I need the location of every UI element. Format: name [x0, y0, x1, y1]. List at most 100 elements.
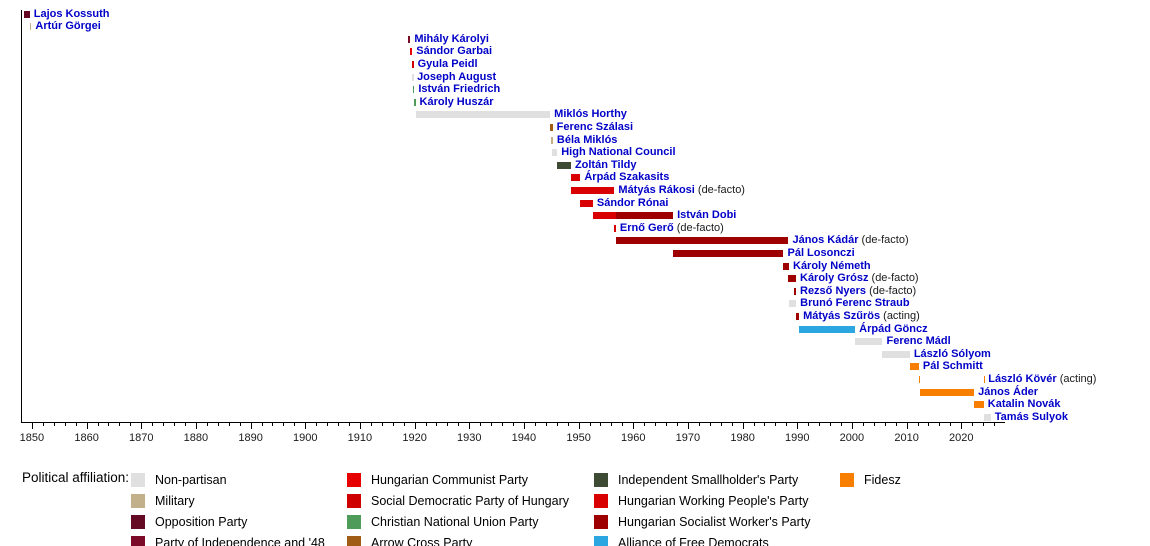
- axis-minor-tick: [939, 422, 941, 426]
- person-name[interactable]: Ernő Gerő: [619, 221, 674, 234]
- timeline-bar: [855, 338, 883, 346]
- person-name[interactable]: János Kádár: [792, 234, 859, 247]
- axis-minor-tick: [862, 422, 864, 426]
- timeline-bar: [983, 375, 986, 383]
- legend-swatch-communist: [347, 473, 361, 487]
- person-name[interactable]: Károly Grósz: [800, 272, 869, 285]
- axis-major-tick: [851, 422, 853, 429]
- axis-minor-tick: [677, 422, 678, 426]
- axis-minor-tick: [370, 422, 372, 426]
- axis-minor-tick: [666, 422, 668, 426]
- legend-label-socialist_workers: Hungarian Socialist Worker's Party: [618, 515, 811, 529]
- axis-minor-tick: [349, 422, 350, 426]
- legend: Political affiliation: Non-partisan Milit…: [0, 446, 1150, 546]
- axis-minor-tick: [327, 422, 329, 426]
- person-name[interactable]: Tamás Sulyok: [994, 410, 1068, 423]
- person-label: Tamás Sulyok: [995, 411, 1068, 424]
- person-name[interactable]: Mátyás Szűrös: [803, 309, 881, 322]
- person-name[interactable]: Gyula Peidl: [417, 57, 478, 70]
- person-name[interactable]: János Áder: [978, 385, 1039, 398]
- axis-minor-tick: [75, 422, 77, 426]
- timeline-bar: [412, 60, 414, 68]
- timeline-bar: [551, 149, 558, 157]
- legend-swatch-socdem: [347, 494, 361, 508]
- axis-major-tick: [250, 422, 252, 429]
- axis-minor-tick: [928, 422, 930, 426]
- timeline-bar: [570, 174, 581, 182]
- legend-swatch-free_democrats: [594, 536, 608, 546]
- person-name[interactable]: Pál Schmitt: [922, 360, 983, 373]
- axis-minor-tick: [163, 422, 165, 426]
- person-name[interactable]: Brunó Ferenc Straub: [800, 297, 910, 310]
- axis-minor-tick: [775, 422, 777, 426]
- axis-minor-tick: [589, 422, 591, 426]
- person-name[interactable]: István Dobi: [677, 209, 737, 222]
- axis-minor-tick: [830, 422, 832, 426]
- person-name[interactable]: Rezső Nyers: [800, 284, 867, 297]
- person-name[interactable]: Zoltán Tildy: [574, 158, 637, 171]
- person-label: Mihály Károlyi: [414, 33, 489, 46]
- legend-swatch-christian_national: [347, 515, 361, 529]
- legend-swatch-socialist_workers: [594, 515, 608, 529]
- person-label: Artúr Görgei: [35, 20, 100, 33]
- person-name[interactable]: Árpád Göncz: [859, 322, 928, 335]
- person-name[interactable]: László Kövér: [988, 372, 1057, 385]
- axis-major-tick: [31, 422, 33, 429]
- person-name[interactable]: Lajos Kossuth: [33, 7, 110, 20]
- person-name[interactable]: Katalin Novák: [987, 398, 1061, 411]
- person-label: High National Council: [561, 146, 675, 159]
- axis-minor-tick: [884, 422, 886, 426]
- axis-minor-tick: [808, 422, 810, 426]
- person-name[interactable]: Pál Losonczi: [787, 246, 855, 259]
- person-name[interactable]: Miklós Horthy: [554, 108, 627, 121]
- person-label: István Dobi: [677, 209, 736, 222]
- person-name[interactable]: László Sólyom: [913, 347, 991, 360]
- person-name[interactable]: Mihály Károlyi: [414, 32, 489, 45]
- timeline-bar: [580, 199, 593, 207]
- person-name[interactable]: Joseph August: [417, 70, 497, 83]
- person-name[interactable]: Sándor Rónai: [596, 196, 669, 209]
- axis-minor-tick: [545, 422, 547, 426]
- person-name[interactable]: István Friedrich: [418, 83, 501, 96]
- person-name[interactable]: Béla Miklós: [556, 133, 618, 146]
- axis-minor-tick: [130, 422, 132, 426]
- axis-major-tick: [633, 422, 635, 429]
- axis-minor-tick: [502, 422, 504, 426]
- axis-minor-tick: [338, 422, 340, 426]
- person-name[interactable]: Ferenc Mádl: [886, 335, 951, 348]
- axis-major-tick: [359, 422, 361, 429]
- axis-minor-tick: [567, 422, 569, 426]
- person-name[interactable]: Ferenc Szálasi: [556, 120, 634, 133]
- axis-major-tick: [195, 422, 197, 429]
- axis-minor-tick: [731, 422, 733, 426]
- person-suffix: (acting): [880, 309, 920, 322]
- axis-minor-tick: [217, 422, 219, 426]
- person-label: Károly Németh: [793, 260, 871, 273]
- person-name[interactable]: Mátyás Rákosi: [618, 183, 695, 196]
- person-label: István Friedrich: [418, 83, 500, 96]
- person-label: László Sólyom: [914, 348, 991, 361]
- axis-minor-tick: [64, 422, 66, 426]
- legend-label-free_democrats: Alliance of Free Democrats: [618, 536, 769, 546]
- person-name[interactable]: Árpád Szakasits: [584, 171, 670, 184]
- person-name[interactable]: Károly Huszár: [419, 95, 494, 108]
- person-name[interactable]: Artúr Görgei: [35, 20, 101, 33]
- person-suffix: (de-facto): [673, 221, 724, 234]
- person-label: Ferenc Szálasi: [557, 121, 633, 134]
- timeline-bar: [550, 123, 553, 131]
- axis-tick-label: 1900: [293, 432, 318, 444]
- person-suffix: (de-facto): [868, 272, 919, 285]
- person-name[interactable]: High National Council: [561, 146, 676, 159]
- axis-minor-tick: [283, 422, 285, 426]
- axis-major-tick: [469, 422, 471, 429]
- legend-swatch-arrow_cross: [347, 536, 361, 546]
- axis-major-tick: [305, 422, 307, 429]
- timeline-bar: [615, 237, 789, 245]
- timeline-bar: [410, 48, 413, 56]
- axis-major-tick: [742, 422, 744, 429]
- person-name[interactable]: Sándor Garbai: [416, 45, 493, 58]
- timeline-bar: [616, 212, 674, 220]
- axis-major-tick: [578, 422, 580, 429]
- person-name[interactable]: Károly Németh: [793, 259, 871, 272]
- legend-swatch-independence48: [131, 536, 145, 546]
